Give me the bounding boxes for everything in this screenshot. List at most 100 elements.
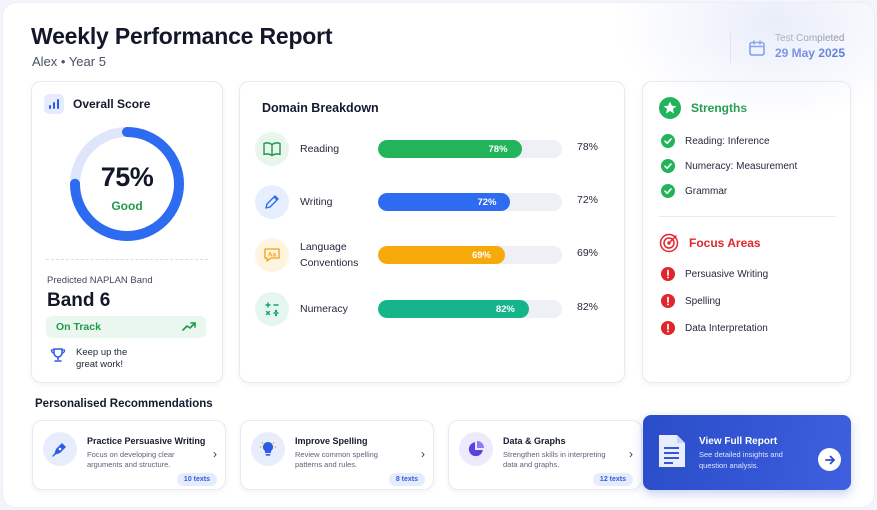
test-completed-label: Test Completed bbox=[774, 33, 845, 44]
progress-fill: 78% bbox=[378, 140, 522, 158]
strengths-title: Strengths bbox=[691, 101, 748, 115]
recommendation-desc: Focus on developing clear arguments and … bbox=[87, 450, 175, 469]
pencil-icon bbox=[255, 185, 289, 219]
focus-item: Data Interpretation bbox=[661, 321, 768, 335]
student-subtitle: Alex • Year 5 bbox=[32, 54, 106, 69]
domain-percent: 72% bbox=[577, 194, 599, 206]
focus-item-label: Persuasive Writing bbox=[685, 268, 769, 280]
recommendation-badge: 8 texts bbox=[388, 473, 425, 486]
lightbulb-icon bbox=[251, 432, 285, 466]
strength-item-label: Reading: Inference bbox=[685, 135, 770, 147]
domain-label: Language Conventions bbox=[300, 241, 359, 269]
pen-nib-icon bbox=[43, 432, 77, 466]
chevron-right-icon: › bbox=[629, 447, 633, 461]
predicted-band-label: Predicted NAPLAN Band bbox=[47, 275, 153, 286]
chevron-right-icon: › bbox=[421, 447, 425, 461]
encouragement-text: Keep up the great work! bbox=[76, 347, 128, 370]
calendar-icon bbox=[749, 40, 765, 56]
domain-row-language-conventions: Aa Language Conventions 69% 69% bbox=[255, 238, 615, 272]
progress-fill: 72% bbox=[378, 193, 511, 211]
recommendation-title: Practice Persuasive Writing bbox=[87, 436, 206, 446]
full-report-desc: See detailed insights and question analy… bbox=[699, 450, 783, 470]
progress-value: 82% bbox=[495, 303, 515, 315]
focus-item: Persuasive Writing bbox=[661, 267, 768, 281]
domain-row-reading: Reading 78% 78% bbox=[255, 132, 615, 166]
recommendation-desc: Strengthen skills in interpreting data a… bbox=[503, 450, 606, 469]
strength-item: Grammar bbox=[661, 184, 727, 198]
svg-text:Aa: Aa bbox=[268, 251, 277, 258]
domain-breakdown-title: Domain Breakdown bbox=[262, 101, 379, 115]
trend-up-icon bbox=[182, 322, 196, 331]
document-icon bbox=[659, 435, 685, 467]
recommendations-title: Personalised Recommendations bbox=[35, 398, 213, 410]
overall-score-label: Overall Score bbox=[73, 97, 151, 111]
view-full-report-button[interactable]: View Full Report See detailed insights a… bbox=[643, 415, 851, 490]
domain-label: Numeracy bbox=[300, 303, 348, 315]
focus-item-label: Spelling bbox=[685, 295, 721, 307]
focus-item-label: Data Interpretation bbox=[685, 322, 768, 334]
book-icon bbox=[255, 132, 289, 166]
arrow-right-icon[interactable] bbox=[818, 448, 841, 471]
domain-row-writing: Writing 72% 72% bbox=[255, 185, 615, 219]
recommendation-title: Data & Graphs bbox=[503, 436, 566, 446]
aa-icon: Aa bbox=[255, 238, 289, 272]
recommendation-desc: Review common spelling patterns and rule… bbox=[295, 450, 378, 469]
check-circle-icon bbox=[661, 134, 675, 148]
alert-circle-icon bbox=[661, 267, 675, 281]
domain-row-numeracy: Numeracy 82% 82% bbox=[255, 292, 615, 326]
full-report-title: View Full Report bbox=[699, 436, 778, 447]
date-divider bbox=[729, 33, 731, 63]
divider bbox=[659, 216, 836, 217]
page-title: Weekly Performance Report bbox=[31, 23, 333, 49]
recommendation-card-improve-spelling[interactable]: Improve Spelling Review common spelling … bbox=[240, 420, 434, 490]
divider bbox=[46, 259, 208, 260]
domain-breakdown-card: Domain Breakdown Reading 78% 78% Writing… bbox=[239, 81, 625, 383]
progress-track: 72% bbox=[378, 193, 562, 211]
progress-value: 72% bbox=[477, 196, 497, 208]
focus-item: Spelling bbox=[661, 294, 721, 308]
alert-circle-icon bbox=[661, 294, 675, 308]
overall-score-status: Good bbox=[111, 199, 143, 213]
progress-track: 82% bbox=[378, 300, 562, 318]
recommendation-card-data-graphs[interactable]: Data & Graphs Strengthen skills in inter… bbox=[448, 420, 642, 490]
pie-chart-icon bbox=[459, 432, 493, 466]
strength-item: Reading: Inference bbox=[661, 134, 770, 148]
domain-label: Writing bbox=[300, 196, 333, 208]
recommendation-card-persuasive-writing[interactable]: Practice Persuasive Writing Focus on dev… bbox=[32, 420, 226, 490]
overall-score-card: Overall Score 75% Good Predicted NAPLAN … bbox=[31, 81, 223, 383]
strength-item-label: Grammar bbox=[685, 185, 728, 197]
bar-chart-icon bbox=[44, 94, 64, 114]
progress-track: 78% bbox=[378, 140, 562, 158]
strengths-header: Strengths bbox=[659, 97, 747, 119]
progress-fill: 69% bbox=[378, 246, 505, 264]
on-track-label: On Track bbox=[56, 321, 101, 333]
alert-circle-icon bbox=[661, 321, 675, 335]
strength-item: Numeracy: Measurement bbox=[661, 159, 797, 173]
math-icon bbox=[255, 292, 289, 326]
focus-header: Focus Areas bbox=[659, 233, 761, 253]
predicted-band-value: Band 6 bbox=[47, 290, 111, 311]
chevron-right-icon: › bbox=[213, 447, 217, 461]
score-donut-arc bbox=[70, 127, 184, 241]
progress-fill: 82% bbox=[378, 300, 529, 318]
on-track-badge: On Track bbox=[46, 316, 206, 338]
domain-label: Reading bbox=[300, 143, 340, 155]
recommendation-badge: 12 texts bbox=[592, 473, 633, 486]
strength-item-label: Numeracy: Measurement bbox=[685, 160, 798, 172]
check-circle-icon bbox=[661, 159, 675, 173]
progress-value: 78% bbox=[488, 143, 508, 155]
recommendation-title: Improve Spelling bbox=[295, 436, 368, 446]
target-icon bbox=[659, 233, 679, 253]
progress-value: 69% bbox=[471, 249, 491, 261]
domain-percent: 82% bbox=[577, 301, 599, 313]
strengths-focus-card: Strengths Reading: Inference Numeracy: M… bbox=[642, 81, 851, 383]
test-completed-block: Test Completed 29 May 2025 bbox=[729, 33, 845, 63]
star-badge-icon bbox=[659, 97, 681, 119]
overall-score-value: 75% bbox=[100, 162, 154, 192]
progress-track: 69% bbox=[378, 246, 562, 264]
domain-percent: 69% bbox=[577, 247, 599, 259]
focus-title: Focus Areas bbox=[689, 236, 761, 250]
score-donut bbox=[70, 127, 184, 241]
check-circle-icon bbox=[661, 184, 675, 198]
test-completed-date: 29 May 2025 bbox=[774, 46, 845, 60]
